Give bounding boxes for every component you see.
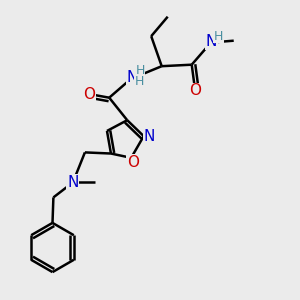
Text: N: N	[143, 129, 155, 144]
Text: H: H	[134, 75, 144, 88]
Text: O: O	[127, 155, 139, 170]
Text: O: O	[189, 83, 201, 98]
Text: H: H	[214, 30, 223, 43]
Text: O: O	[83, 87, 95, 102]
Text: H: H	[135, 64, 145, 77]
Text: N: N	[67, 175, 79, 190]
Text: N: N	[127, 70, 138, 85]
Text: N: N	[206, 34, 217, 49]
